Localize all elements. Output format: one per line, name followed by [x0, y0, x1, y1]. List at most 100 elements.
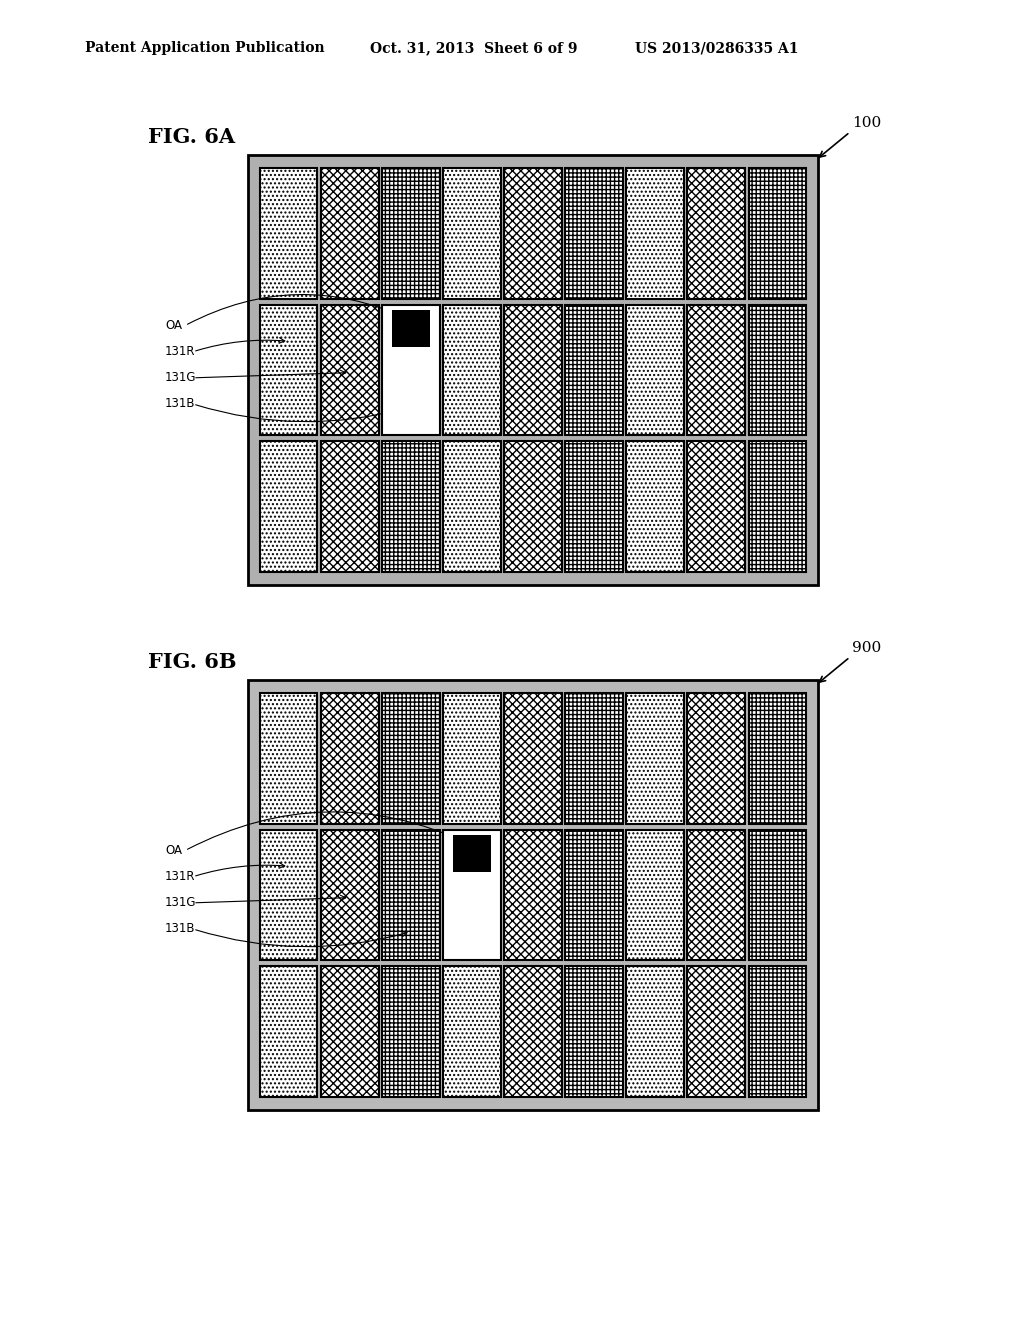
Point — [538, 911, 554, 932]
Point — [583, 240, 599, 261]
Point — [649, 969, 666, 990]
Point — [745, 516, 762, 537]
Point — [706, 690, 722, 711]
Point — [551, 731, 567, 752]
Point — [261, 974, 278, 995]
Point — [593, 886, 609, 907]
Point — [744, 744, 761, 766]
Point — [594, 814, 610, 836]
Point — [677, 820, 693, 841]
Point — [625, 688, 641, 709]
Point — [783, 993, 800, 1014]
Point — [605, 919, 622, 940]
Point — [615, 768, 632, 789]
Point — [306, 838, 323, 859]
Point — [270, 498, 287, 519]
Point — [788, 532, 805, 553]
Point — [429, 1022, 445, 1043]
Point — [553, 931, 569, 952]
Point — [752, 413, 768, 434]
Point — [418, 199, 434, 220]
Point — [555, 350, 571, 371]
Point — [440, 713, 457, 734]
Point — [348, 719, 365, 741]
Point — [758, 454, 774, 475]
Point — [304, 928, 321, 949]
Point — [606, 455, 623, 477]
Point — [552, 867, 568, 888]
Point — [763, 363, 779, 384]
Point — [611, 313, 628, 334]
Point — [478, 784, 495, 805]
Point — [319, 392, 336, 413]
Point — [429, 809, 445, 830]
Point — [497, 1060, 513, 1081]
Point — [574, 484, 591, 506]
Point — [570, 465, 587, 486]
Point — [425, 422, 441, 444]
Point — [422, 966, 438, 987]
Point — [727, 358, 743, 379]
Point — [801, 758, 817, 779]
Point — [532, 890, 549, 911]
Point — [567, 1040, 584, 1061]
Point — [406, 828, 422, 849]
Point — [673, 1059, 689, 1080]
Point — [331, 521, 347, 543]
Point — [302, 384, 318, 405]
Point — [565, 545, 582, 566]
Point — [631, 1041, 647, 1063]
Point — [362, 799, 379, 820]
Point — [717, 364, 733, 385]
Point — [784, 496, 801, 517]
Point — [634, 779, 650, 800]
Point — [324, 704, 340, 725]
Point — [557, 722, 573, 743]
Point — [615, 455, 632, 477]
Point — [799, 989, 815, 1010]
Point — [529, 356, 546, 378]
Point — [806, 937, 822, 958]
Point — [583, 272, 599, 293]
Point — [343, 1023, 359, 1044]
Point — [795, 342, 811, 363]
Point — [572, 855, 589, 876]
Point — [605, 883, 622, 904]
Point — [292, 333, 308, 354]
Point — [509, 888, 525, 909]
Point — [553, 821, 569, 842]
Point — [478, 408, 495, 429]
Point — [345, 172, 361, 193]
Point — [606, 279, 623, 300]
Point — [304, 688, 321, 709]
Point — [788, 515, 805, 536]
Point — [757, 924, 773, 945]
Point — [387, 197, 403, 218]
Point — [488, 735, 505, 756]
Point — [526, 1052, 543, 1073]
Point — [317, 824, 334, 845]
Point — [436, 240, 453, 261]
Point — [621, 424, 637, 445]
Point — [664, 946, 680, 968]
Point — [375, 227, 391, 248]
Point — [352, 715, 369, 737]
Point — [595, 741, 611, 762]
Point — [773, 249, 790, 271]
Point — [797, 358, 813, 379]
Point — [711, 694, 727, 715]
Point — [633, 322, 649, 343]
Point — [450, 940, 466, 961]
Point — [364, 964, 380, 985]
Point — [594, 251, 610, 272]
Point — [338, 1043, 354, 1064]
Point — [316, 521, 333, 543]
Point — [353, 820, 370, 841]
Point — [751, 797, 767, 818]
Point — [308, 354, 325, 375]
Point — [677, 384, 693, 405]
Point — [501, 444, 517, 465]
Point — [765, 702, 781, 723]
Point — [620, 896, 636, 917]
Point — [675, 351, 691, 372]
